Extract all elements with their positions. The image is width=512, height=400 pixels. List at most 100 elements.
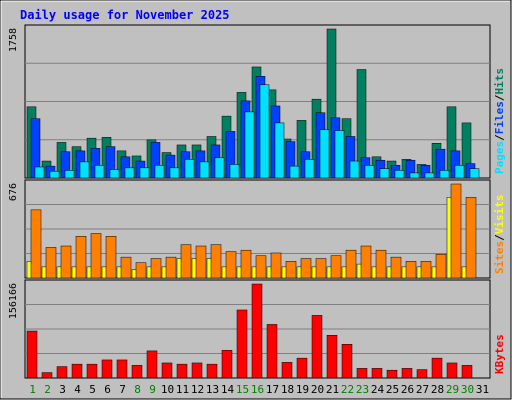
bar-sites-day-13	[210, 244, 222, 279]
x-tick-label-day-16: 16	[251, 383, 264, 396]
legend-entry-pages: Pages	[493, 141, 506, 174]
bar-sites-day-15	[240, 249, 252, 279]
bar-sites-day-10	[165, 256, 177, 279]
panel-top: 1758 Pages/Files/Hits	[8, 24, 506, 179]
x-tick-label-day-23: 23	[356, 383, 369, 396]
x-tick-label-day-8: 8	[134, 383, 141, 396]
chart-title: Daily usage for November 2025	[20, 8, 230, 22]
legend-entry-sites: Sites	[493, 241, 506, 274]
x-tick-label-day-24: 24	[371, 383, 385, 396]
bar-pages-day-22	[349, 160, 360, 179]
x-tick-label-day-19: 19	[296, 383, 309, 396]
x-tick-label-day-31: 31	[476, 383, 489, 396]
bar-pages-day-1	[34, 166, 45, 179]
bar-pages-day-30	[469, 168, 480, 179]
bar-pages-day-23	[364, 165, 375, 179]
bar-sites-day-11	[180, 244, 192, 279]
bar-sites-day-9	[150, 258, 162, 279]
bar-pages-day-15	[244, 111, 255, 179]
bar-kbytes-day-28	[431, 357, 443, 379]
x-tick-label-day-18: 18	[281, 383, 294, 396]
bar-pages-day-11	[184, 159, 195, 179]
bar-sites-day-14	[225, 251, 237, 279]
bar-pages-day-19	[304, 159, 315, 179]
bar-pages-day-9	[154, 165, 165, 179]
x-tick-label-day-17: 17	[266, 383, 279, 396]
panel-middle: 676 Sites/Visits	[8, 179, 506, 279]
bar-kbytes-day-6	[101, 359, 113, 379]
bar-pages-day-2	[49, 170, 60, 179]
x-tick-label-day-3: 3	[59, 383, 66, 396]
bar-sites-day-20	[315, 258, 327, 279]
bar-kbytes-day-5	[86, 363, 98, 379]
bar-kbytes-day-11	[176, 363, 188, 379]
bar-pages-day-28	[439, 170, 450, 179]
bar-kbytes-day-25	[386, 369, 398, 379]
panel-bottom-legend: KBytes	[493, 334, 506, 374]
bar-kbytes-day-20	[311, 315, 323, 379]
x-tick-label-day-30: 30	[461, 383, 474, 396]
bar-sites-day-5	[90, 233, 102, 279]
bar-sites-day-30	[465, 197, 477, 279]
x-tick-label-day-4: 4	[74, 383, 81, 396]
bar-pages-day-13	[214, 157, 225, 179]
bar-sites-day-4	[75, 236, 87, 279]
x-tick-label-day-20: 20	[311, 383, 324, 396]
bar-pages-day-7	[124, 167, 135, 179]
bar-sites-day-8	[135, 262, 147, 279]
bar-kbytes-day-22	[341, 344, 353, 379]
bar-kbytes-day-29	[446, 362, 458, 379]
bar-kbytes-day-4	[71, 363, 83, 379]
bar-pages-day-6	[109, 169, 120, 179]
bar-kbytes-day-1	[26, 330, 38, 379]
bar-sites-day-29	[450, 183, 462, 279]
bar-pages-day-4	[79, 161, 90, 179]
bar-sites-day-7	[120, 256, 132, 279]
chart-panels: 1758 Pages/Files/Hits 676 Sites/Visits 15616…	[8, 24, 506, 379]
x-axis: 1 2 3 4 5 6 7 8 9 10 11 12 13 14 15 16 17 18 19 20 21 22 23 24 2…	[29, 383, 489, 396]
x-tick-label-day-26: 26	[401, 383, 414, 396]
x-tick-label-day-28: 28	[431, 383, 444, 396]
bar-kbytes-day-24	[371, 368, 383, 379]
bar-pages-day-5	[94, 165, 105, 179]
bar-sites-day-25	[390, 256, 402, 279]
bar-sites-day-28	[435, 254, 447, 279]
x-tick-label-day-22: 22	[341, 383, 354, 396]
x-tick-label-day-11: 11	[176, 383, 189, 396]
bar-sites-day-24	[375, 249, 387, 279]
bar-kbytes-day-3	[56, 366, 68, 379]
x-tick-label-day-12: 12	[191, 383, 204, 396]
bar-pages-day-27	[424, 172, 435, 179]
x-tick-label-day-7: 7	[119, 383, 126, 396]
bar-kbytes-day-17	[266, 324, 278, 379]
bar-kbytes-day-14	[221, 350, 233, 379]
bar-kbytes-day-9	[146, 350, 158, 379]
bar-kbytes-day-16	[251, 283, 263, 379]
bar-sites-day-16	[255, 255, 267, 279]
bar-pages-day-24	[379, 168, 390, 179]
bar-sites-day-27	[420, 261, 432, 279]
bar-sites-day-3	[60, 245, 72, 279]
x-tick-label-day-10: 10	[161, 383, 174, 396]
panel-top-legend: Pages/Files/Hits	[493, 68, 506, 174]
x-tick-label-day-21: 21	[326, 383, 339, 396]
bar-kbytes-day-27	[416, 369, 428, 379]
bar-kbytes-day-23	[356, 368, 368, 379]
bar-kbytes-day-19	[296, 357, 308, 379]
bar-kbytes-day-21	[326, 335, 338, 379]
panel-top-ymax-label: 1758	[8, 28, 19, 52]
x-tick-label-day-25: 25	[386, 383, 399, 396]
legend-entry-visits: Visits	[493, 195, 506, 235]
x-tick-label-day-5: 5	[89, 383, 96, 396]
panel-bottom-ymax-label: 156166	[8, 283, 19, 319]
bar-kbytes-day-18	[281, 362, 293, 379]
x-tick-label-day-27: 27	[416, 383, 429, 396]
legend-entry-kbytes: KBytes	[493, 334, 506, 374]
bar-kbytes-day-8	[131, 365, 143, 379]
bar-pages-day-10	[169, 167, 180, 179]
bar-sites-day-21	[330, 255, 342, 279]
x-tick-label-day-15: 15	[236, 383, 249, 396]
bar-kbytes-day-30	[461, 365, 473, 379]
bar-pages-day-12	[199, 161, 210, 179]
